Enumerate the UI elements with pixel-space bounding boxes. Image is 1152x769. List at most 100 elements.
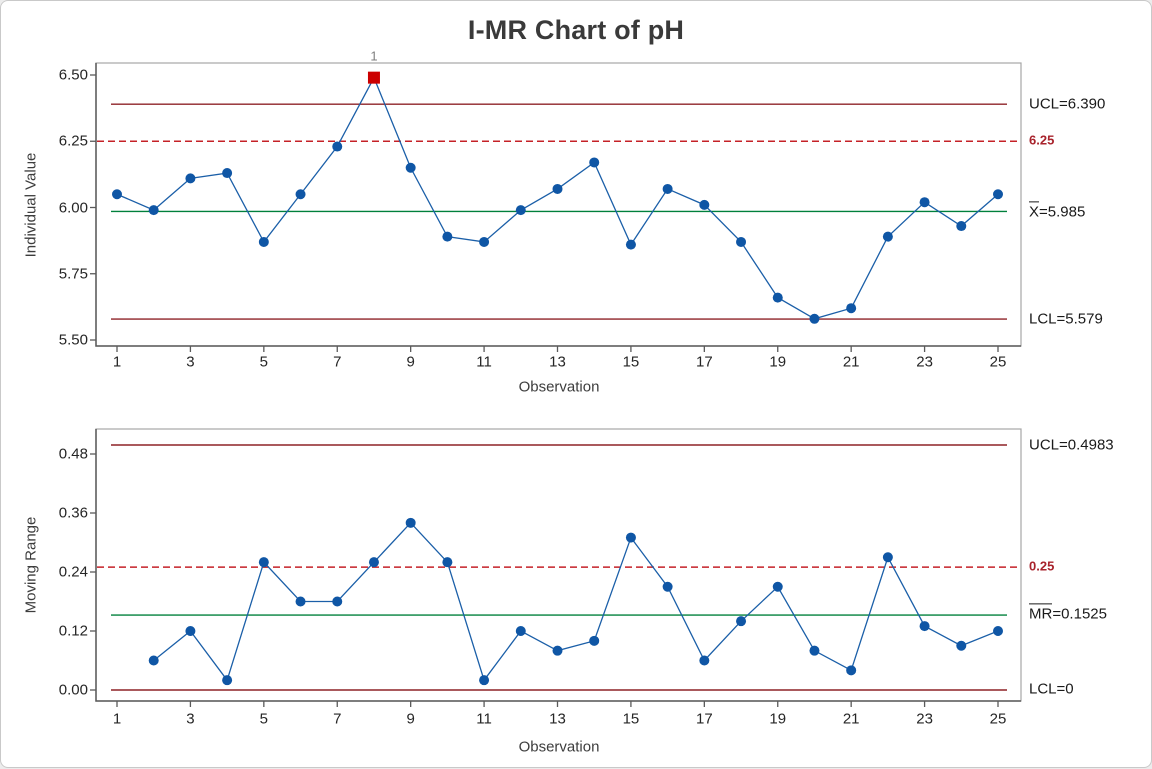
moving_range-data-point [809,645,820,656]
moving_range-x-tick-label: 19 [769,710,787,728]
individuals-data-point [405,162,416,173]
moving_range-axis-lines [95,429,1021,702]
individuals-data-point [112,189,122,200]
individuals-data-point [332,141,343,152]
mrbar-value: =0.1525 [1052,605,1107,623]
individuals-data-point [295,189,306,200]
individuals-data-point [846,303,857,314]
moving_range-y-tick-label: 0.36 [58,504,88,522]
individuals-series-line [116,76,999,320]
moving_range-data-point [222,675,233,686]
individuals-data-point [662,183,673,194]
individuals-data-point [222,168,233,179]
moving_range-x-tick-label: 15 [622,710,640,728]
individuals-ucl-label: UCL=6.390 [1029,95,1106,113]
moving_range-data-point [479,675,490,686]
individuals-x-tick-label: 17 [695,353,713,371]
individuals-x-tick-label: 1 [112,353,122,371]
xbar-symbol: X [1029,201,1040,221]
individuals-x-tick-label: 25 [989,353,1007,371]
individuals-y-tick-label: 6.25 [58,132,88,150]
moving_range-y-tick-label: 0.00 [58,681,88,699]
individuals-data-point [809,313,820,324]
moving-range-center-label: MR=0.1525 [1029,603,1107,622]
individuals-data-point [479,236,490,247]
chart-title: I-MR Chart of pH [467,15,685,45]
individuals-data-point [736,236,747,247]
individuals-out-of-control-marker [367,71,380,84]
moving_range-y-tick-label: 0.48 [58,445,88,463]
moving_range-data-point [846,665,857,676]
moving_range-data-point [662,581,673,592]
moving_range-plot-frame [95,428,1022,702]
moving_range-data-point [699,655,710,666]
individuals-data-point [258,236,269,247]
individuals-lcl-label: LCL=5.579 [1029,310,1103,328]
individuals-data-point [185,173,196,184]
individuals-data-point [882,231,893,242]
moving_range-data-point [552,645,563,656]
moving_range-x-tick-label: 21 [842,710,860,728]
moving_range-data-point [736,616,747,627]
individuals-x-tick-label: 23 [916,353,933,371]
individuals-data-point [772,292,783,303]
moving_range-x-tick-label: 17 [695,710,713,728]
moving_range-data-point [332,596,343,607]
moving_range-data-point [515,626,526,636]
moving_range-x-tick-label: 1 [112,710,122,728]
individuals-data-point [515,205,526,216]
individuals-data-point [589,157,600,168]
individuals-plot-frame [95,62,1022,347]
moving_range-x-tick-label: 23 [916,710,933,728]
individuals-y-tick-label: 5.75 [58,265,88,283]
individuals-data-point [552,183,563,194]
individuals-data-point [993,189,1003,200]
moving_range-data-point [956,640,967,651]
individuals-y-tick-label: 5.50 [58,331,88,349]
individuals-x-axis-title: Observation [518,378,600,396]
moving_range-x-tick-label: 7 [333,710,342,728]
moving_range-x-tick-label: 5 [259,710,268,728]
moving-range-ucl-label: UCL=0.4983 [1029,436,1114,454]
moving_range-data-point [993,626,1003,636]
moving-range-ref-label: 0.25 [1029,558,1055,574]
individuals-x-tick-label: 5 [259,353,268,371]
moving-range-lcl-label: LCL=0 [1029,680,1074,698]
moving_range-data-point [405,517,416,528]
out-of-control-point-label: 1 [370,48,378,64]
moving_range-data-point [442,557,453,568]
individuals-x-tick-label: 11 [476,353,492,371]
individuals-data-point [148,205,159,216]
moving_range-x-tick-label: 9 [406,710,415,728]
moving_range-y-tick-label: 0.12 [58,622,88,640]
moving_range-data-point [295,596,306,607]
individuals-x-tick-label: 7 [333,353,342,371]
moving_range-x-tick-label: 3 [186,710,195,728]
moving_range-data-point [148,655,159,666]
moving_range-data-point [258,557,269,568]
xbar-value: =5.985 [1039,203,1086,221]
moving_range-x-tick-label: 25 [989,710,1007,728]
individuals-x-tick-label: 9 [406,353,415,371]
moving-range-x-axis-title: Observation [518,738,600,756]
individuals-data-point [442,231,453,242]
individuals-data-point [956,221,967,232]
individuals-x-tick-label: 3 [186,353,195,371]
individuals-data-point [699,199,710,210]
moving_range-data-point [368,557,379,568]
individuals-center-label: X=5.985 [1029,201,1085,220]
individuals-x-tick-label: 21 [842,353,860,371]
moving_range-data-point [185,626,196,636]
moving_range-x-tick-label: 11 [476,710,492,728]
moving_range-series-line [153,521,999,682]
moving_range-data-point [589,635,600,646]
moving_range-y-tick-label: 0.24 [58,563,88,581]
moving_range-data-point [919,621,930,632]
moving_range-data-point [882,552,893,563]
individuals-x-tick-label: 13 [549,353,566,371]
individuals-data-point [625,239,636,250]
mrbar-symbol: MR [1029,603,1053,623]
individuals-axis-lines [95,63,1021,347]
individuals-data-point [919,197,930,208]
